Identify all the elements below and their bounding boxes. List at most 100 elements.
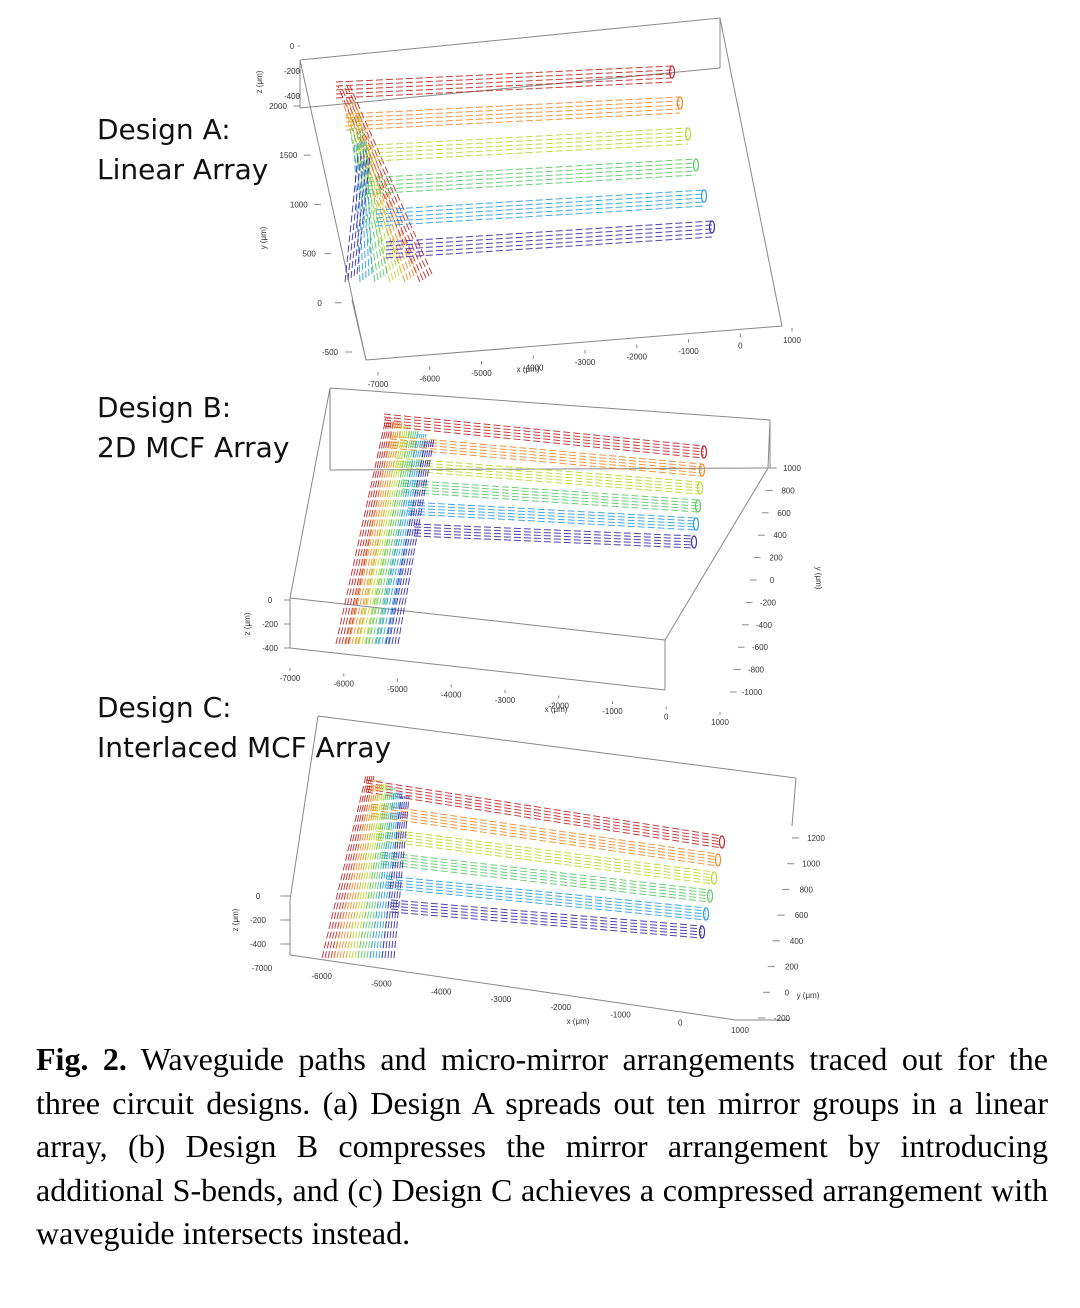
mirror-a (700, 189, 708, 203)
waveguide-a (344, 155, 359, 283)
a-x-tick-label: -3000 (575, 358, 596, 367)
waveguide-b (413, 526, 695, 540)
a-x-tick-label: -6000 (420, 375, 441, 384)
waveguide-c (369, 791, 395, 959)
mirror-b (700, 445, 708, 459)
a-x-tick-label: -4000 (523, 364, 544, 373)
waveguide-b (358, 425, 405, 645)
waveguide-b (391, 437, 431, 645)
waveguide-c (390, 899, 703, 927)
a-z-tick-label: -200 (284, 67, 301, 76)
waveguide-b (335, 417, 387, 645)
waveguide-c (390, 795, 408, 959)
waveguide-a (345, 104, 681, 123)
c-y-axis-label: y (μm) (797, 991, 820, 1000)
waveguide-b (381, 433, 423, 645)
a-y-tick-label: 1500 (280, 151, 298, 160)
waveguide-a (344, 99, 409, 281)
waveguide-c (327, 775, 371, 959)
a-y-tick-label: 500 (303, 250, 317, 259)
waveguide-a (347, 155, 362, 281)
waveguide-b (389, 444, 703, 474)
waveguide-c (333, 779, 374, 959)
waveguide-c (390, 911, 703, 939)
b-y-tick-label: -400 (756, 621, 773, 630)
c-y-tick-label: 1200 (807, 834, 825, 843)
waveguide-c (380, 851, 711, 891)
caption-text: Waveguide paths and micro-mirror arrange… (36, 1041, 1049, 1251)
b-y-tick-label: -800 (748, 666, 765, 675)
b-y-tick-label: 1000 (783, 464, 801, 473)
waveguide-a (375, 205, 705, 227)
waveguide-c (330, 775, 373, 959)
waveguide-c (385, 875, 707, 909)
waveguide-a (340, 85, 424, 281)
b-z-tick-label: 0 (268, 596, 273, 605)
mirror-b (692, 517, 700, 531)
design-b-subtitle: 2D MCF Array (97, 431, 290, 464)
waveguide-c (324, 775, 369, 959)
waveguide-c (342, 779, 380, 959)
a-x-tick-label: -7000 (368, 380, 389, 389)
waveguide-b (395, 457, 701, 483)
b-y-tick-label: 200 (769, 554, 783, 563)
panel-c-waveguides (321, 775, 726, 959)
mirror-c (698, 925, 706, 939)
c-z-tick-label: -200 (250, 916, 267, 925)
waveguide-b (413, 535, 695, 549)
waveguide-c (380, 860, 711, 900)
waveguide-c (336, 779, 376, 959)
waveguide-a (335, 73, 673, 91)
waveguide-b (364, 425, 409, 645)
waveguide-c (381, 795, 402, 959)
waveguide-b (374, 429, 417, 645)
waveguide-a (350, 155, 365, 279)
waveguide-a (345, 100, 681, 119)
b-y-tick-label: -200 (760, 598, 777, 607)
waveguide-b (395, 460, 701, 486)
waveguide-b (338, 417, 389, 645)
waveguide-c (372, 791, 397, 959)
waveguide-a (385, 228, 713, 251)
waveguide-a (341, 99, 406, 283)
a-z-tick-label: -400 (284, 92, 301, 101)
c-z-axis-label: z (μm) (231, 908, 240, 931)
waveguide-a (375, 189, 705, 211)
panel-c-axes (289, 715, 797, 1021)
mirror-b (698, 463, 706, 477)
waveguide-a (375, 197, 705, 219)
waveguide-a (349, 127, 376, 283)
waveguide-b (413, 529, 695, 543)
waveguide-c (385, 881, 707, 915)
waveguide-a (362, 141, 370, 277)
waveguide-b (389, 441, 703, 471)
waveguide-a (365, 166, 697, 187)
c-y-tick-label: 800 (800, 885, 814, 894)
waveguide-b (341, 417, 391, 645)
waveguide-c (375, 839, 715, 885)
c-x-tick-label: -4000 (431, 987, 452, 996)
waveguide-c (365, 791, 723, 849)
waveguide-a (343, 85, 427, 279)
waveguide-c (370, 815, 719, 867)
waveguide-b (383, 413, 705, 447)
panel-b-axes (289, 387, 771, 691)
figure-caption: Fig. 2. Waveguide paths and micro-mirror… (36, 1038, 1048, 1256)
mirror-c (702, 907, 710, 921)
panel-b-ticks: -7000-6000-5000-4000-3000-2000-100001000… (243, 464, 823, 727)
a-x-tick-label: -1000 (678, 347, 699, 356)
waveguide-c (378, 791, 401, 959)
b-y-axis-label: y (μm) (814, 567, 823, 590)
waveguide-c (387, 795, 406, 959)
waveguide-b (383, 416, 705, 450)
c-x-tick-label: 0 (678, 1018, 683, 1027)
mirror-a (692, 158, 700, 172)
b-y-tick-label: 800 (781, 486, 795, 495)
a-x-tick-label: -5000 (471, 369, 492, 378)
waveguide-b (397, 437, 435, 645)
waveguide-a (385, 236, 713, 259)
c-y-tick-label: 1000 (802, 860, 820, 869)
waveguide-b (355, 425, 403, 645)
a-y-tick-label: 2000 (269, 102, 287, 111)
waveguide-b (375, 433, 419, 645)
